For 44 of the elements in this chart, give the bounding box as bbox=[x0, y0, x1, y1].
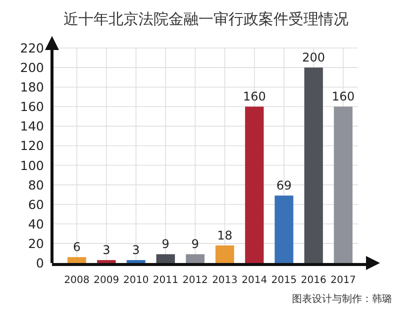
x-tick-label: 2012 bbox=[182, 275, 208, 286]
bar bbox=[67, 257, 86, 263]
data-label: 3 bbox=[132, 243, 140, 258]
y-tick-label: 180 bbox=[20, 80, 44, 95]
y-tick-label: 0 bbox=[36, 256, 44, 270]
y-tick-label: 120 bbox=[20, 138, 44, 154]
y-tick-label: 140 bbox=[20, 118, 44, 134]
data-label: 160 bbox=[332, 90, 355, 104]
y-tick-label: 100 bbox=[20, 158, 44, 173]
y-tick-label: 20 bbox=[28, 236, 44, 251]
text: 图表设计与制作：韩璐 bbox=[292, 293, 392, 305]
x-tick-label: 2009 bbox=[94, 275, 120, 286]
bar bbox=[274, 196, 294, 263]
x-tick-label: 2015 bbox=[271, 275, 297, 286]
y-tick-label: 40 bbox=[28, 216, 44, 232]
y-tick-label: 160 bbox=[20, 99, 44, 114]
chart-title: 近十年北京法院金融一审行政案件受理情况 bbox=[64, 10, 348, 28]
x-tick-label: 2016 bbox=[300, 275, 326, 286]
data-label: 18 bbox=[217, 228, 232, 242]
data-label: 6 bbox=[72, 240, 81, 254]
x-tick-label: 2010 bbox=[123, 275, 149, 286]
x-tick-label: 2017 bbox=[330, 275, 356, 286]
x-tick-label: 2008 bbox=[64, 275, 90, 286]
bar bbox=[304, 68, 323, 263]
x-tick-label: 2011 bbox=[152, 275, 178, 286]
bar bbox=[334, 106, 353, 263]
bar bbox=[97, 260, 116, 263]
data-label: 9 bbox=[191, 237, 200, 252]
bar bbox=[126, 260, 146, 263]
data-label: 200 bbox=[302, 50, 326, 65]
y-tick-label: 60 bbox=[28, 196, 44, 212]
bar bbox=[156, 254, 175, 263]
bar bbox=[245, 106, 264, 263]
x-tick-label: 2013 bbox=[212, 275, 238, 286]
data-label: 160 bbox=[242, 90, 266, 104]
y-tick-label: 220 bbox=[20, 40, 44, 56]
x-tick-label: 2014 bbox=[242, 275, 268, 286]
data-label: 9 bbox=[162, 237, 170, 252]
data-label: 69 bbox=[276, 178, 292, 193]
bar bbox=[186, 254, 205, 263]
data-label: 3 bbox=[102, 243, 110, 258]
y-tick-label: 80 bbox=[28, 177, 44, 192]
y-tick-label: 200 bbox=[20, 60, 44, 76]
bar bbox=[215, 245, 234, 263]
